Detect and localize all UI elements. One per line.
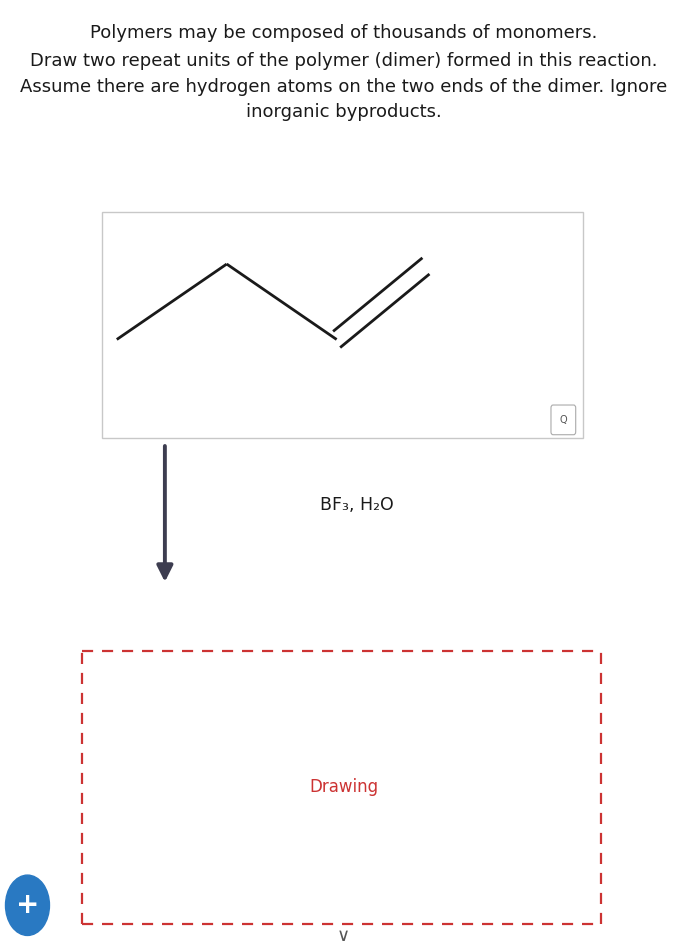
Text: Drawing: Drawing bbox=[309, 778, 378, 797]
Text: Q: Q bbox=[559, 415, 567, 425]
Text: BF₃, H₂O: BF₃, H₂O bbox=[320, 495, 394, 514]
Circle shape bbox=[5, 875, 49, 935]
Text: +: + bbox=[16, 891, 39, 919]
Text: Polymers may be composed of thousands of monomers.: Polymers may be composed of thousands of… bbox=[90, 24, 597, 41]
Text: ∨: ∨ bbox=[337, 927, 350, 943]
FancyBboxPatch shape bbox=[551, 405, 576, 435]
FancyBboxPatch shape bbox=[102, 212, 583, 438]
Text: Draw two repeat units of the polymer (dimer) formed in this reaction.
Assume the: Draw two repeat units of the polymer (di… bbox=[20, 52, 667, 122]
